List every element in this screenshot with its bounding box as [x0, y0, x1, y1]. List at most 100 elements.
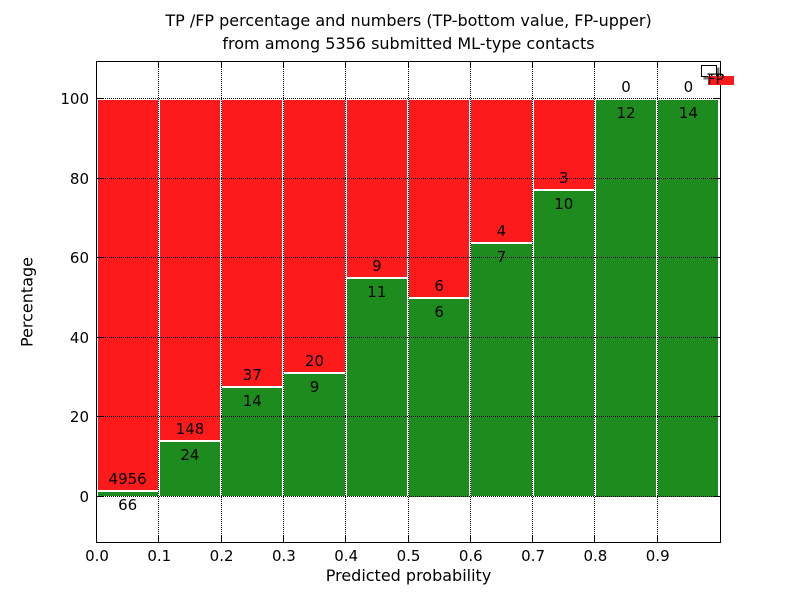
bar-segment-tp [408, 297, 471, 497]
x-tick-mark-bottom [220, 535, 222, 542]
bar-label-tp: 14 [242, 392, 262, 411]
y-tick-mark-left [96, 98, 103, 99]
x-tick-mark-top [407, 61, 409, 68]
bar-label-fp: 0 [621, 77, 631, 96]
y-axis-label: Percentage [17, 256, 37, 348]
gridline-horizontal [96, 336, 720, 338]
x-tick-mark-bottom [469, 535, 471, 542]
y-tick-label: 80 [69, 169, 89, 188]
x-tick-mark-bottom [407, 535, 409, 542]
y-tick-label: 20 [69, 408, 89, 427]
bar-label-fp: 6 [434, 276, 444, 295]
y-tick-mark-left [96, 177, 103, 179]
bar-segment-fp [408, 98, 471, 298]
x-tick-label: 0.0 [85, 547, 109, 565]
y-tick-label: 60 [69, 249, 89, 268]
x-tick-mark-top [282, 61, 284, 68]
gridline-vertical [407, 61, 409, 542]
gridline-vertical [469, 61, 471, 542]
x-tick-mark-bottom [158, 535, 160, 542]
x-tick-label: 0.4 [334, 547, 359, 565]
y-tick-mark-right [713, 177, 720, 179]
y-tick-mark-left [96, 257, 103, 259]
x-tick-mark-bottom [594, 535, 596, 542]
bar-segment-fp [283, 98, 346, 373]
y-tick-mark-left [96, 416, 103, 418]
y-tick-mark-right [713, 98, 720, 99]
x-tick-label: 0.3 [271, 547, 296, 565]
y-tick-mark-right [713, 496, 720, 497]
x-tick-label: 0.7 [521, 547, 546, 565]
bar-label-tp: 12 [616, 103, 636, 122]
x-tick-mark-top [532, 61, 534, 68]
bar-label-tp: 10 [554, 195, 574, 214]
bar-label-tp: 7 [496, 248, 507, 267]
gridline-vertical [594, 61, 596, 542]
gridline-vertical [158, 61, 160, 542]
x-axis-label: Predicted probability [325, 566, 492, 585]
gridline-vertical [656, 61, 658, 542]
x-tick-mark-bottom [532, 535, 534, 542]
bar-segment-tp [158, 440, 222, 497]
bar-label-fp: 148 [175, 419, 205, 438]
bar-segment-tp [532, 190, 595, 497]
bar-segment-fp [158, 98, 222, 441]
x-tick-mark-bottom [282, 535, 284, 542]
bar-segment-tp [345, 277, 408, 497]
x-tick-mark-top [594, 61, 596, 68]
gridline-vertical [282, 61, 284, 542]
x-tick-label: 0.8 [583, 547, 608, 565]
y-tick-mark-left [96, 336, 103, 338]
x-tick-mark-top [469, 61, 471, 68]
gridline-vertical [532, 61, 534, 542]
y-tick-mark-right [713, 416, 720, 418]
x-tick-label: 0.6 [458, 547, 483, 565]
gridline-vertical [220, 61, 222, 542]
chart-title: TP /FP percentage and numbers (TP-bottom… [97, 9, 720, 55]
gridline-horizontal [96, 496, 720, 497]
bar-segment-tp [96, 491, 159, 497]
x-tick-label: 0.1 [147, 547, 172, 565]
x-tick-mark-top [345, 61, 347, 68]
legend: TP FP [700, 64, 734, 87]
x-tick-label: 0.9 [645, 547, 670, 565]
bar-label-fp: 3 [558, 169, 569, 188]
bar-label-tp: 14 [678, 103, 698, 122]
x-tick-mark-bottom [96, 535, 97, 542]
bar-segment-fp [221, 98, 284, 388]
y-tick-label: 0 [79, 488, 89, 506]
x-tick-label: 0.5 [396, 547, 421, 565]
bar-label-fp: 37 [242, 366, 262, 385]
gridline-horizontal [96, 177, 720, 179]
bar-segment-fp [470, 98, 533, 244]
bar-label-fp: 4 [496, 222, 507, 241]
chart-title-line1: TP /FP percentage and numbers (TP-bottom… [165, 11, 652, 30]
gridline-horizontal [96, 257, 720, 259]
gridline-vertical [345, 61, 347, 542]
fp-color-swatch [707, 75, 734, 85]
bar-label-tp: 24 [180, 445, 200, 464]
bar-label-tp: 9 [309, 378, 320, 396]
bar-segment-tp [283, 373, 346, 497]
x-tick-mark-top [96, 61, 97, 68]
y-tick-label: 100 [60, 90, 89, 108]
bar-label-fp: 9 [372, 256, 382, 275]
bar-segment-fp [345, 98, 408, 278]
y-tick-mark-right [713, 257, 720, 259]
bar-label-fp: 0 [683, 77, 694, 96]
x-tick-label: 0.2 [209, 547, 234, 565]
gridline-horizontal [96, 416, 720, 418]
x-tick-mark-bottom [345, 535, 347, 542]
bar-label-tp: 6 [434, 302, 444, 321]
bar-segment-tp [657, 98, 720, 497]
x-tick-mark-top [220, 61, 222, 68]
legend-label-fp: FP [707, 72, 725, 88]
y-tick-mark-left [96, 496, 103, 497]
x-tick-mark-top [158, 61, 160, 68]
bar-label-tp: 66 [118, 496, 138, 515]
x-tick-mark-bottom [656, 535, 658, 542]
chart-title-line2: from among 5356 submitted ML-type contac… [222, 34, 595, 53]
x-tick-mark-top [656, 61, 658, 68]
